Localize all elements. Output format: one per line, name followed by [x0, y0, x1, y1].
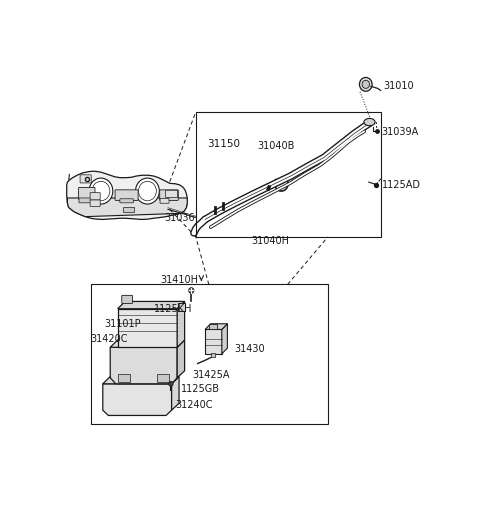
Circle shape	[135, 178, 159, 204]
PathPatch shape	[177, 340, 185, 378]
Ellipse shape	[364, 119, 375, 126]
PathPatch shape	[110, 347, 177, 384]
FancyBboxPatch shape	[160, 198, 169, 203]
Text: 31010: 31010	[384, 81, 414, 91]
Circle shape	[189, 288, 194, 294]
FancyBboxPatch shape	[166, 190, 178, 198]
Circle shape	[362, 80, 370, 89]
PathPatch shape	[67, 171, 187, 219]
Text: 31240C: 31240C	[175, 400, 213, 410]
Text: 31101P: 31101P	[104, 319, 141, 329]
PathPatch shape	[110, 340, 185, 347]
Text: 1125AD: 1125AD	[382, 180, 421, 190]
PathPatch shape	[67, 198, 187, 217]
FancyBboxPatch shape	[79, 198, 95, 203]
Text: 31150: 31150	[207, 140, 240, 149]
Text: 31036: 31036	[164, 213, 195, 223]
Text: 31040H: 31040H	[252, 236, 289, 246]
FancyBboxPatch shape	[122, 295, 132, 304]
Bar	[123, 207, 134, 212]
FancyBboxPatch shape	[118, 309, 177, 347]
PathPatch shape	[103, 384, 172, 415]
Bar	[209, 324, 217, 329]
FancyBboxPatch shape	[80, 175, 91, 183]
Text: 1125GB: 1125GB	[181, 385, 220, 395]
Circle shape	[89, 178, 113, 204]
FancyBboxPatch shape	[115, 190, 138, 200]
Bar	[91, 285, 328, 424]
Bar	[156, 374, 168, 382]
Text: 1125KH: 1125KH	[154, 304, 192, 314]
PathPatch shape	[177, 301, 185, 347]
FancyBboxPatch shape	[79, 188, 95, 200]
PathPatch shape	[172, 376, 179, 410]
FancyBboxPatch shape	[120, 199, 133, 203]
PathPatch shape	[222, 324, 228, 354]
PathPatch shape	[103, 376, 179, 384]
FancyBboxPatch shape	[178, 304, 185, 311]
PathPatch shape	[205, 324, 228, 329]
Text: 31039A: 31039A	[382, 127, 419, 137]
Text: 31040B: 31040B	[257, 141, 295, 151]
PathPatch shape	[118, 301, 185, 309]
Text: 31420C: 31420C	[91, 334, 128, 344]
FancyBboxPatch shape	[90, 200, 100, 207]
Bar	[211, 354, 215, 357]
Text: 31410H: 31410H	[160, 275, 198, 285]
Circle shape	[360, 77, 372, 91]
Circle shape	[168, 382, 173, 386]
FancyBboxPatch shape	[90, 193, 100, 200]
Text: 31430: 31430	[234, 344, 265, 354]
Text: 31425A: 31425A	[192, 370, 229, 380]
FancyBboxPatch shape	[205, 329, 222, 354]
Bar	[196, 112, 381, 237]
Bar	[118, 374, 130, 382]
FancyBboxPatch shape	[160, 190, 178, 200]
